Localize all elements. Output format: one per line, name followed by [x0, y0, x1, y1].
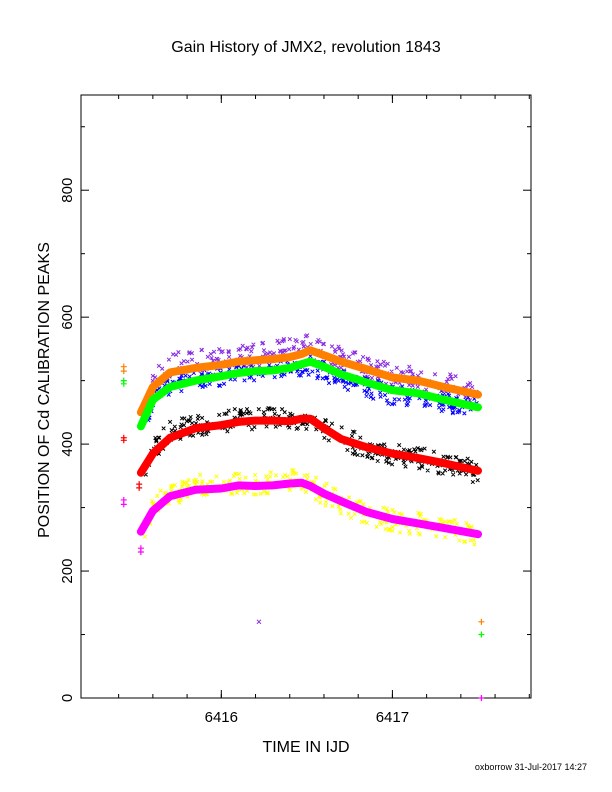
- fit-curve-red: [136, 414, 482, 477]
- plus-marker-red: [136, 484, 143, 491]
- plot-area: [80, 94, 532, 699]
- plus-marker-green: [478, 631, 485, 638]
- fit-curve-magenta: [136, 478, 482, 539]
- plus-markers: [120, 363, 485, 701]
- y-axis: 0 200 400 600 800: [59, 126, 531, 702]
- y-tick-label: 800: [59, 178, 76, 203]
- fit-curve-green: [136, 357, 482, 431]
- y-tick-label: 0: [59, 694, 76, 702]
- footer-credit: oxborrow 31-Jul-2017 14:27: [475, 762, 587, 772]
- plus-marker-orange: [120, 368, 127, 375]
- plus-marker-orange: [478, 618, 485, 625]
- x-axis: 6416 6417: [118, 95, 530, 726]
- y-tick-label: 200: [59, 559, 76, 584]
- plus-marker-magenta: [137, 549, 144, 556]
- x-axis-label: TIME IN IJD: [262, 739, 349, 756]
- plus-marker-red: [120, 437, 127, 444]
- fit-curve-orange: [136, 346, 482, 417]
- y-axis-label: POSITION OF Cd CALIBRATION PEAKS: [36, 242, 53, 538]
- chart-title: Gain History of JMX2, revolution 1843: [171, 39, 441, 56]
- x-tick-label: 6417: [376, 709, 409, 726]
- outlier-point: [256, 619, 262, 625]
- y-tick-label: 400: [59, 432, 76, 457]
- plus-marker-green: [120, 380, 127, 387]
- fitted-curves: [136, 346, 482, 539]
- x-tick-label: 6416: [205, 709, 238, 726]
- scatter-band-yellow: [142, 467, 477, 547]
- y-tick-label: 600: [59, 305, 76, 330]
- plus-marker-magenta: [120, 501, 127, 508]
- plus-marker-magenta: [478, 695, 485, 701]
